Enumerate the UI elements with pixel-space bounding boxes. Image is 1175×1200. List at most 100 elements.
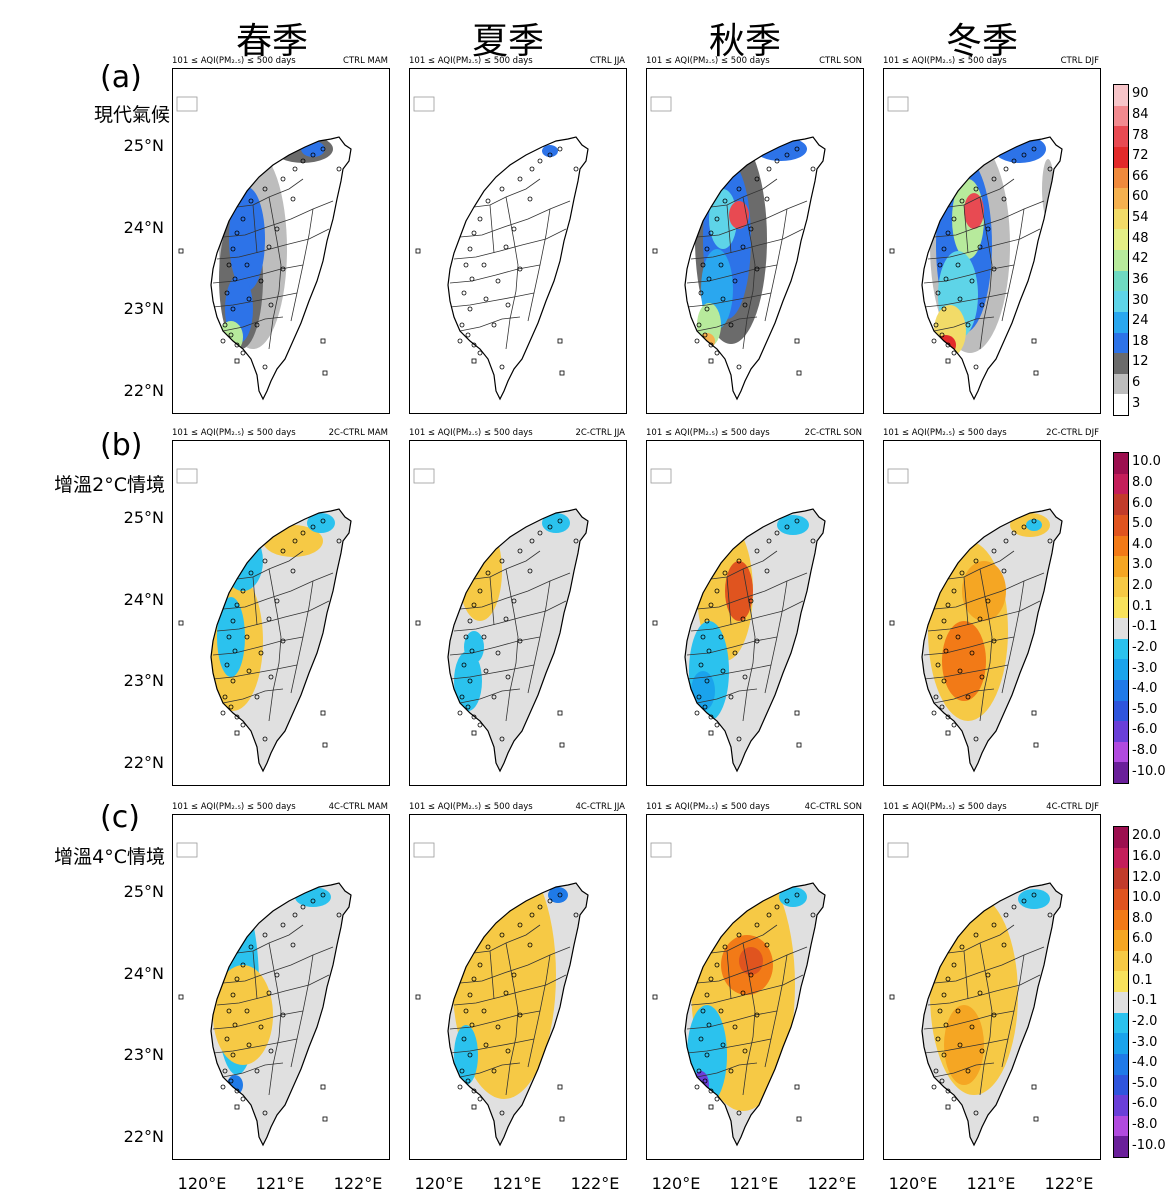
station-marker bbox=[810, 166, 816, 172]
station-marker bbox=[280, 1012, 286, 1018]
station-marker bbox=[754, 266, 760, 272]
station-marker bbox=[485, 944, 491, 950]
coastline bbox=[684, 136, 826, 401]
station-marker bbox=[230, 992, 236, 998]
coastline bbox=[447, 136, 589, 401]
county-boundary bbox=[290, 954, 314, 1068]
county-boundary bbox=[696, 572, 808, 610]
station-marker bbox=[280, 176, 286, 182]
station-marker bbox=[951, 588, 957, 594]
lon-label: 122°E bbox=[333, 1174, 383, 1193]
colorbar-swatch bbox=[1114, 188, 1128, 209]
station-marker bbox=[973, 558, 979, 564]
station-marker bbox=[991, 1012, 997, 1018]
station-marker bbox=[740, 244, 746, 250]
station-marker bbox=[794, 146, 800, 152]
station-marker bbox=[483, 1042, 489, 1048]
county-boundary bbox=[449, 292, 535, 308]
island bbox=[322, 370, 328, 376]
colorbar-swatch bbox=[1114, 971, 1128, 992]
colorbar-label: -5.0 bbox=[1132, 1075, 1158, 1091]
station-marker bbox=[1047, 538, 1053, 544]
station-marker bbox=[965, 322, 971, 328]
county-boundary bbox=[764, 580, 788, 694]
station-marker bbox=[973, 186, 979, 192]
station-marker bbox=[246, 668, 252, 674]
county-boundary bbox=[927, 974, 1041, 1006]
island bbox=[415, 248, 421, 254]
island bbox=[889, 620, 895, 626]
island bbox=[794, 710, 800, 716]
county-boundary bbox=[527, 208, 551, 322]
county-boundary bbox=[923, 1038, 1009, 1054]
station-marker bbox=[220, 1084, 226, 1090]
county-boundary bbox=[963, 950, 969, 1000]
county-boundary bbox=[268, 942, 282, 1096]
map-svg bbox=[176, 468, 352, 773]
station-marker bbox=[511, 226, 517, 232]
island bbox=[415, 994, 421, 1000]
station-marker bbox=[732, 650, 738, 656]
station-marker bbox=[1003, 912, 1009, 918]
colorbar-label: -3.0 bbox=[1132, 1034, 1158, 1050]
field-blob bbox=[542, 513, 570, 533]
colorbar-swatch bbox=[1114, 1012, 1128, 1034]
colorbar-swatch bbox=[1114, 1115, 1128, 1137]
station-marker bbox=[945, 342, 951, 348]
station-marker bbox=[503, 616, 509, 622]
lat-label: 23°N bbox=[123, 671, 164, 690]
field-blob bbox=[223, 531, 263, 591]
station-marker bbox=[232, 1022, 238, 1028]
station-marker bbox=[969, 650, 975, 656]
station-marker bbox=[704, 246, 710, 252]
colorbar-swatch bbox=[1114, 494, 1128, 515]
colorbar-swatch bbox=[1114, 638, 1128, 660]
station-marker bbox=[266, 244, 272, 250]
station-marker bbox=[483, 296, 489, 302]
station-marker bbox=[698, 1036, 704, 1042]
field-blob bbox=[229, 187, 265, 291]
station-marker bbox=[941, 1052, 947, 1058]
colorbar-swatch bbox=[1114, 1136, 1128, 1157]
county-boundary bbox=[696, 688, 758, 704]
colorbar-label: -4.0 bbox=[1132, 1055, 1158, 1071]
colorbar-label: 4.0 bbox=[1132, 536, 1153, 552]
panel-title-left: 101 ≤ AQI(PM₂.₅) ≤ 500 days bbox=[172, 428, 296, 438]
colorbar-label: 3.0 bbox=[1132, 557, 1153, 573]
colorbar-label: 3 bbox=[1132, 395, 1141, 411]
field-blob bbox=[307, 513, 335, 533]
station-marker bbox=[292, 166, 298, 172]
row-label-b: (b) bbox=[100, 428, 143, 463]
station-marker bbox=[495, 650, 501, 656]
station-marker bbox=[503, 990, 509, 996]
island bbox=[650, 468, 672, 484]
station-marker bbox=[240, 588, 246, 594]
island bbox=[320, 338, 326, 344]
island bbox=[176, 842, 198, 858]
colorbar-label: -10.0 bbox=[1132, 1137, 1166, 1153]
colorbar-label: -10.0 bbox=[1132, 763, 1166, 779]
island bbox=[887, 96, 909, 112]
county-boundary bbox=[686, 292, 772, 308]
station-marker bbox=[547, 152, 553, 158]
station-marker bbox=[573, 912, 579, 918]
colorbar-swatch bbox=[1114, 373, 1128, 395]
colorbar-label: 8.0 bbox=[1132, 474, 1153, 490]
island bbox=[413, 842, 435, 858]
county-boundary bbox=[933, 946, 1045, 984]
colorbar-label: 6.0 bbox=[1132, 495, 1153, 511]
column-title-autumn: 秋季 bbox=[708, 21, 781, 62]
island bbox=[559, 370, 565, 376]
panel-title-left: 101 ≤ AQI(PM₂.₅) ≤ 500 days bbox=[646, 802, 770, 812]
county-boundary bbox=[222, 1062, 284, 1078]
station-marker bbox=[706, 1022, 712, 1028]
lon-label: 120°E bbox=[888, 1174, 938, 1193]
station-marker bbox=[742, 1048, 748, 1054]
island bbox=[652, 248, 658, 254]
station-marker bbox=[573, 166, 579, 172]
coastline bbox=[447, 508, 589, 773]
lon-label: 122°E bbox=[807, 1174, 857, 1193]
station-marker bbox=[951, 350, 957, 356]
panel-title-right: CTRL DJF bbox=[1060, 56, 1099, 66]
station-marker bbox=[268, 1048, 274, 1054]
